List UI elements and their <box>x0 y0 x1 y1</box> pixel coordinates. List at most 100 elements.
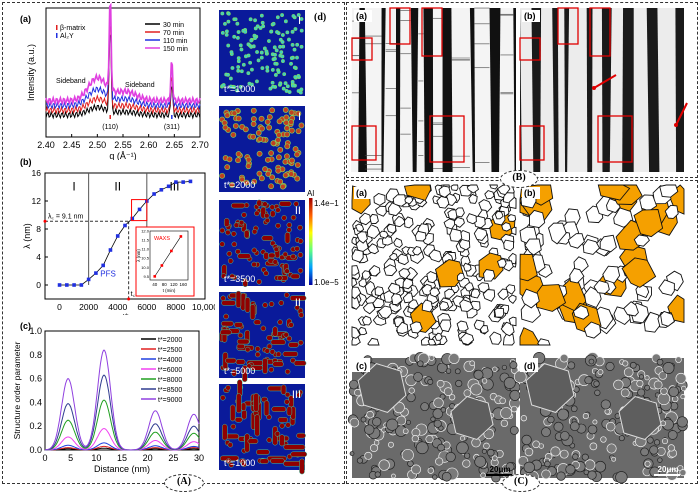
precipitate <box>233 222 240 228</box>
grain <box>413 372 423 382</box>
precipitate <box>269 174 276 181</box>
precipitate <box>226 72 230 77</box>
precipitate <box>290 273 300 280</box>
grain <box>600 399 611 410</box>
x-tick-label: 6000 <box>137 302 156 312</box>
precipitate <box>232 85 237 89</box>
precipitate <box>285 30 290 35</box>
precipitate <box>274 73 278 77</box>
coarse-grain <box>597 184 631 201</box>
precipitate <box>283 114 290 121</box>
grain <box>622 360 629 367</box>
precipitate <box>279 183 286 190</box>
precipitate <box>247 43 252 48</box>
precipitate <box>245 156 252 163</box>
grain <box>462 459 471 468</box>
precipitate <box>294 151 300 158</box>
fine-grain <box>660 310 675 327</box>
dendrite <box>567 8 588 172</box>
precipitate <box>235 157 241 164</box>
precipitate <box>284 391 291 398</box>
grain <box>417 360 424 367</box>
precipitate <box>282 72 287 77</box>
precipitate <box>279 423 285 429</box>
precipitate <box>220 395 226 401</box>
label-bg <box>352 358 370 372</box>
precipitate <box>278 300 285 306</box>
precipitate <box>282 107 289 113</box>
grain <box>679 469 687 477</box>
dendrite <box>657 8 677 172</box>
grain <box>544 460 551 468</box>
grain <box>480 472 486 479</box>
x-tick-label: 5 <box>68 453 73 463</box>
inset-plot-frame <box>149 230 189 281</box>
precipitate <box>238 43 243 48</box>
precipitate <box>235 88 239 93</box>
grain <box>505 462 515 472</box>
inset-y-tick-label: 11.0 <box>142 247 150 252</box>
grain-map-a: (a) <box>351 184 517 346</box>
fine-grain <box>623 301 639 317</box>
precipitate <box>251 228 258 235</box>
precipitate <box>263 251 269 260</box>
grain <box>437 443 445 452</box>
fine-grain <box>397 253 409 266</box>
inset-y-tick-label: 10.0 <box>141 265 150 270</box>
precipitate <box>290 253 296 260</box>
precipitate <box>276 154 282 161</box>
precipitate <box>293 201 299 207</box>
precipitate <box>277 417 289 423</box>
precipitate <box>254 346 261 352</box>
fine-grain <box>602 265 621 284</box>
fine-grain <box>393 237 403 249</box>
grain <box>681 385 687 392</box>
precipitate <box>293 27 298 31</box>
grain <box>656 358 664 366</box>
data-point <box>137 207 142 212</box>
fine-grain <box>497 288 509 301</box>
grain <box>411 435 420 443</box>
inset-line <box>154 236 182 277</box>
fine-grain <box>468 193 478 204</box>
precipitate <box>242 365 248 383</box>
precipitate <box>235 359 246 365</box>
precipitate <box>248 17 253 22</box>
grain <box>615 471 628 484</box>
precipitate <box>261 24 266 29</box>
series-line <box>45 14 201 111</box>
grain <box>581 453 589 461</box>
label-bg <box>522 10 540 22</box>
grain <box>600 436 607 443</box>
precipitate <box>220 11 225 16</box>
precipitate <box>290 29 295 34</box>
grain <box>436 379 445 388</box>
fine-grain <box>460 332 475 346</box>
precipitate <box>228 462 234 468</box>
grain <box>436 362 448 374</box>
precipitate <box>222 124 229 131</box>
grain <box>483 442 490 450</box>
coarse-grain <box>450 395 494 441</box>
precipitate <box>269 107 276 114</box>
fine-grain <box>404 216 414 229</box>
stage-label: II <box>295 297 301 309</box>
grain <box>592 419 598 425</box>
coarse-grain <box>621 257 657 288</box>
fine-grain <box>351 286 362 300</box>
fine-grain <box>583 321 602 339</box>
grain <box>644 460 651 467</box>
fine-grain <box>367 243 380 255</box>
fine-grain <box>351 297 361 310</box>
grain <box>594 460 607 473</box>
precipitate <box>266 437 273 443</box>
grain <box>559 449 569 459</box>
grain <box>407 460 414 467</box>
fine-grain <box>483 269 496 282</box>
time-label: t*=1000 <box>224 458 255 468</box>
coarse-grain <box>536 284 567 312</box>
grain <box>638 374 645 380</box>
fine-grain <box>392 194 408 207</box>
x-tick-label: 20 <box>143 453 153 463</box>
annotation-311: (311) <box>164 124 180 131</box>
